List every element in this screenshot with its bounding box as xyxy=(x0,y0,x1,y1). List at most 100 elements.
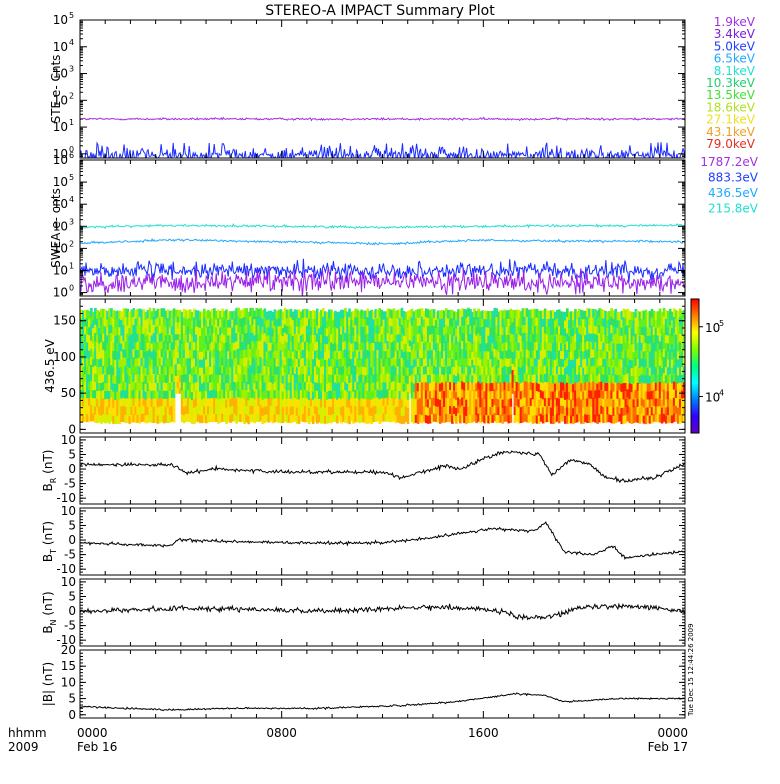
spectrogram-bin xyxy=(521,389,525,399)
spectrogram-bin xyxy=(203,349,206,358)
spectrogram-bin xyxy=(352,407,355,416)
spectrogram-bin xyxy=(634,308,638,318)
spectrogram-bin xyxy=(505,389,509,398)
spectrogram-bin xyxy=(148,332,152,341)
spectrogram-bin xyxy=(287,317,291,327)
series-line xyxy=(80,222,685,230)
spectrogram-bin xyxy=(315,341,319,351)
spectrogram-bin xyxy=(348,415,351,425)
spectrogram-bin xyxy=(404,366,408,376)
spectrogram-bin xyxy=(324,311,327,320)
spectrogram-bin xyxy=(219,374,222,383)
spectrogram-bin xyxy=(432,357,436,366)
spectrogram-bin xyxy=(447,381,450,391)
spectrogram-bin xyxy=(180,405,184,415)
spectrogram-bin xyxy=(348,398,351,408)
spectrogram-bin xyxy=(176,333,180,341)
spectrogram-bin xyxy=(432,373,436,382)
spectrogram-bin xyxy=(648,367,652,376)
spectrogram-bin xyxy=(267,374,271,383)
spectrogram-bin xyxy=(132,397,136,407)
spectrogram-bin xyxy=(440,381,444,391)
spectrogram-bin xyxy=(326,407,329,416)
spectrogram-bin xyxy=(269,397,273,406)
spectrogram-bin xyxy=(112,374,115,384)
spectrogram-bin xyxy=(342,357,345,367)
spectrogram-bin xyxy=(392,380,396,390)
spectrogram-bin xyxy=(198,406,202,416)
spectrogram-bin xyxy=(120,405,123,415)
spectrogram-bin xyxy=(586,397,589,407)
spectrogram-bin xyxy=(291,413,295,423)
spectrogram-bin xyxy=(618,366,622,375)
spectrogram-bin xyxy=(642,382,646,392)
spectrogram-bin xyxy=(118,407,121,416)
spectrogram-bin xyxy=(529,389,533,398)
spectrogram-bin xyxy=(644,382,648,392)
spectrogram-bin xyxy=(338,311,341,320)
spectrogram-bin xyxy=(636,414,640,423)
spectrogram-bin xyxy=(505,365,509,375)
spectrogram-bin xyxy=(289,414,293,424)
spectrogram-bin xyxy=(572,343,575,353)
spectrogram-bin xyxy=(146,310,150,319)
spectrogram-bin xyxy=(170,349,174,359)
spectrogram-bin xyxy=(660,383,664,392)
spectrogram-bin xyxy=(146,342,150,351)
spectrogram-bin xyxy=(662,372,666,382)
spectrogram-bin xyxy=(590,406,593,416)
spectrogram-bin xyxy=(184,413,188,422)
spectrogram-bin xyxy=(564,343,567,353)
spectrogram-bin xyxy=(227,311,230,320)
spectrogram-bin xyxy=(154,342,158,352)
spectrogram-bin xyxy=(86,405,89,415)
spectrogram-bin xyxy=(110,413,113,422)
spectrogram-bin xyxy=(382,389,386,398)
spectrogram-bin xyxy=(265,413,269,422)
spectrogram-bin xyxy=(352,415,355,424)
spectrogram-bin xyxy=(582,310,585,320)
spectrogram-bin xyxy=(110,316,113,325)
spectrogram-bin xyxy=(225,415,228,425)
spectrogram-bin xyxy=(388,397,392,407)
spectrogram-bin xyxy=(324,407,327,416)
spectrogram-bin xyxy=(640,350,644,359)
spectrogram-bin xyxy=(156,333,160,343)
spectrogram-bin xyxy=(640,381,644,391)
spectrogram-bin xyxy=(201,390,204,400)
spectrogram-bin xyxy=(198,351,202,360)
spectrogram-bin xyxy=(319,398,323,408)
spectrogram-bin xyxy=(241,357,244,366)
spectrogram-bin xyxy=(445,372,448,382)
spectrogram-bin xyxy=(424,308,428,318)
spectrogram-bin xyxy=(598,316,601,326)
spectrogram-bin xyxy=(640,413,644,422)
spectrogram-bin xyxy=(154,366,158,376)
spectrogram-bin xyxy=(92,335,95,344)
spectrogram-bin xyxy=(196,405,200,414)
spectrogram-bin xyxy=(328,357,331,367)
spectrogram-bin xyxy=(269,405,273,414)
spectrogram-bin xyxy=(676,407,680,416)
spectrogram-bin xyxy=(231,311,234,320)
spectrogram-bin xyxy=(338,366,341,375)
spectrogram-bin xyxy=(116,391,119,400)
spectrogram-bin xyxy=(493,323,497,333)
spectrogram-bin xyxy=(178,363,182,370)
spectrogram-bin xyxy=(465,382,468,392)
spectrogram-bin xyxy=(533,398,537,407)
spectrogram-bin xyxy=(104,398,107,408)
spectrogram-bin xyxy=(535,382,539,392)
spectrogram-bin xyxy=(144,375,148,384)
spectrogram-bin xyxy=(295,366,299,376)
spectrogram-bin xyxy=(126,381,129,391)
spectrogram-bin xyxy=(620,359,624,368)
spectrogram-bin xyxy=(410,308,414,318)
spectrogram-bin xyxy=(275,381,279,391)
spectrogram-bin xyxy=(315,406,319,416)
spectrogram-bin xyxy=(301,309,305,318)
spectrogram-bin xyxy=(92,374,95,383)
spectrogram-bin xyxy=(515,405,519,414)
spectrogram-bin xyxy=(287,341,291,351)
